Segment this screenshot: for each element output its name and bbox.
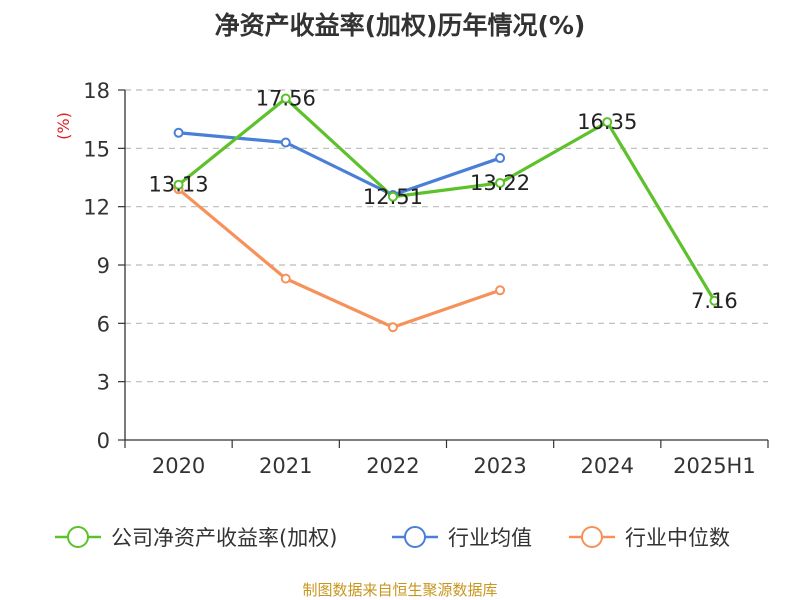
data-point	[173, 127, 184, 138]
x-tick-label: 2020	[152, 454, 205, 478]
y-tick-labels: 0 3 6 9 12 15 18	[83, 79, 110, 453]
chart-title: 净资产收益率(加权)历年情况(%)	[215, 11, 586, 40]
data-point	[709, 295, 720, 306]
legend-marker	[404, 526, 426, 548]
data-point	[495, 285, 506, 296]
data-point	[387, 322, 398, 333]
data-label: 13.13	[149, 173, 209, 197]
data-point	[602, 117, 613, 128]
data-labels: 13.13 17.56 12.51 13.22 16.35 7.16	[149, 87, 738, 313]
data-label: 16.35	[577, 110, 637, 134]
x-tick-label: 2023	[473, 454, 526, 478]
y-tick-label: 12	[83, 196, 110, 220]
data-point	[495, 153, 506, 164]
x-tick-label: 2022	[366, 454, 419, 478]
y-tick-label: 18	[83, 79, 110, 103]
series-line	[178, 131, 501, 197]
data-point	[280, 93, 291, 104]
y-tick-label: 0	[97, 429, 110, 453]
legend: 公司净资产收益率(加权) 行业均值 行业中位数	[55, 526, 730, 550]
data-label: 7.16	[691, 289, 738, 313]
y-axis-label: (%)	[54, 112, 73, 140]
x-tick-label: 2024	[581, 454, 634, 478]
legend-label: 公司净资产收益率(加权)	[111, 526, 337, 550]
y-tick-label: 6	[97, 312, 110, 336]
data-point	[173, 179, 184, 190]
legend-label: 行业均值	[448, 526, 532, 550]
y-tick-label: 3	[97, 371, 110, 395]
x-tick-label: 2021	[259, 454, 312, 478]
series-lines	[177, 96, 716, 329]
series-line	[177, 187, 501, 329]
data-point	[495, 177, 506, 188]
legend-marker	[581, 526, 603, 548]
x-tick-label: 2025H1	[673, 454, 756, 478]
legend-label: 行业中位数	[625, 526, 730, 550]
source-note: 制图数据来自恒生聚源数据库	[302, 581, 497, 599]
x-tick-labels: 2020 2021 2022 2023 2024 2025H1	[152, 454, 756, 478]
series-line	[177, 96, 716, 302]
data-label: 13.22	[470, 171, 530, 195]
data-label: 17.56	[256, 87, 316, 111]
y-tick-label: 15	[83, 137, 110, 161]
grid	[125, 89, 768, 383]
data-point	[280, 137, 291, 148]
data-point	[280, 273, 291, 284]
series-points	[173, 93, 720, 333]
data-point	[387, 191, 398, 202]
y-tick-label: 9	[97, 254, 110, 278]
legend-marker	[67, 526, 89, 548]
axes	[118, 89, 769, 448]
data-label: 12.51	[363, 185, 423, 209]
